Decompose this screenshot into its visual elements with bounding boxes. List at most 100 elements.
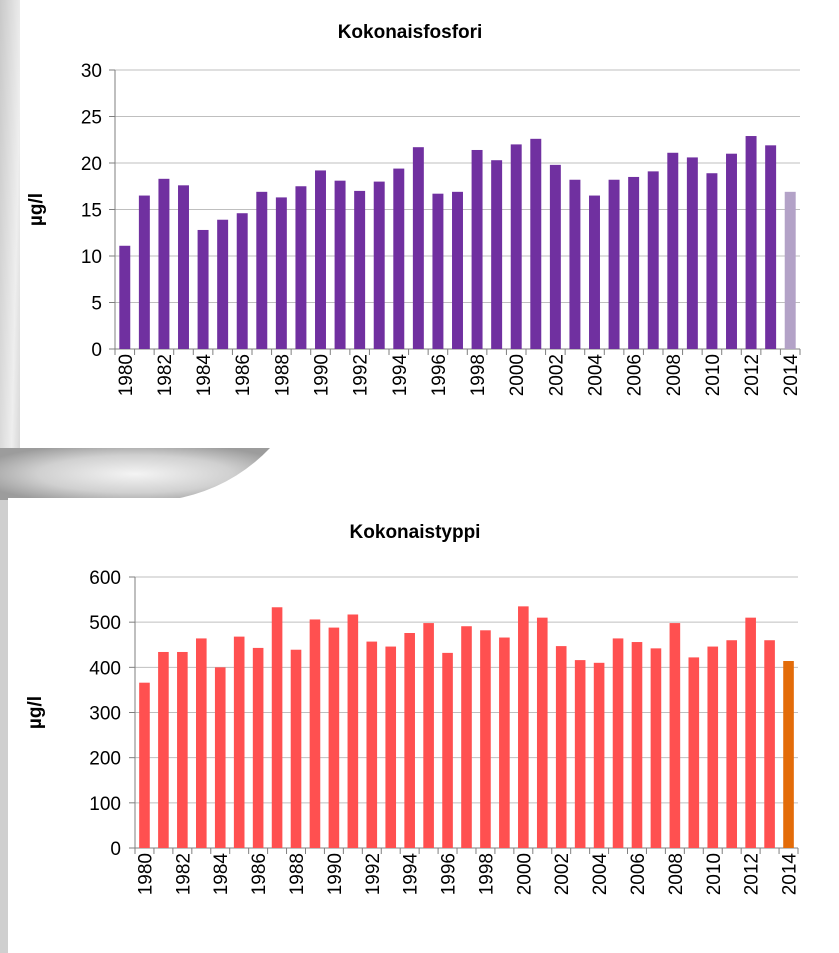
x-tick-label: 1996 [429, 354, 450, 396]
bar-2006 [628, 176, 640, 349]
phosphorus-chart: Kokonaisfosfori µg/l 0 5 10 15 20 25 30 1980 1982 1… [26, 22, 802, 397]
y-tick-label: 0 [110, 839, 121, 860]
x-tick-label: 2010 [703, 354, 724, 396]
y-tick-label: 30 [81, 61, 102, 82]
x-tick-label: 2002 [546, 354, 567, 396]
bar-2009 [686, 157, 698, 349]
x-tick-label: 2006 [628, 853, 649, 895]
bar-2010 [706, 173, 718, 349]
bar-2011 [726, 640, 738, 848]
bar-2014 [784, 191, 796, 349]
bar-2012 [745, 617, 756, 848]
bar-2007 [650, 648, 662, 848]
bar-1995 [412, 147, 424, 349]
bar-2000 [510, 144, 522, 349]
bar-1999 [491, 160, 503, 349]
bar-1995 [423, 623, 434, 848]
bar-1985 [233, 636, 245, 848]
bar-1983 [195, 638, 207, 848]
bar-2009 [688, 657, 700, 848]
x-tick-label: 1994 [390, 354, 411, 397]
bar-2001 [530, 138, 542, 349]
x-tick-label: 1980 [116, 354, 137, 396]
y-tick-label: 15 [81, 201, 102, 222]
y-tick-label: 500 [89, 613, 121, 634]
bar-1988 [290, 649, 302, 848]
bar-1992 [354, 190, 366, 349]
x-tick-label: 2014 [781, 354, 802, 397]
bar-2010 [707, 646, 719, 848]
bar-1987 [256, 191, 268, 349]
bar-2003 [569, 179, 581, 349]
bar-2002 [549, 164, 561, 349]
bar-2005 [608, 179, 620, 349]
x-tick-label: 2006 [625, 354, 646, 396]
y-axis-label: µg/l [26, 193, 47, 226]
y-tick-label: 25 [81, 108, 102, 129]
bar-2006 [631, 642, 643, 848]
x-tick-label: 2012 [742, 354, 763, 396]
bar-1982 [177, 651, 188, 848]
bar-2011 [726, 153, 737, 349]
bar-2008 [669, 623, 681, 848]
bar-2008 [667, 152, 679, 349]
bar-1986 [236, 213, 248, 349]
x-tick-label: 1984 [194, 354, 215, 397]
bar-1990 [328, 627, 340, 848]
x-tick-label: 1980 [135, 853, 156, 895]
bar-1999 [499, 637, 510, 848]
bar-1981 [158, 651, 169, 848]
x-tick-label: 2008 [666, 853, 687, 895]
x-tick-label: 2014 [780, 853, 801, 896]
x-tick-label: 1992 [351, 354, 372, 396]
bar-1989 [295, 186, 307, 349]
bar-2012 [745, 136, 757, 349]
phosphorus-chart-panel: Kokonaisfosfori µg/l 0 5 10 15 20 25 30 1980 1982 1… [20, 0, 839, 448]
x-tick-label: 1990 [325, 853, 346, 895]
x-tick-label: 1982 [173, 853, 194, 895]
bar-1981 [138, 195, 150, 349]
bar-1996 [442, 652, 453, 848]
bar-2002 [555, 646, 567, 848]
x-tick-label: 1998 [468, 354, 489, 396]
y-tick-label: 0 [91, 340, 102, 361]
bar-2000 [518, 606, 529, 848]
bar-2003 [574, 660, 586, 848]
x-tick-label: 2000 [514, 853, 535, 895]
bar-1994 [404, 633, 415, 848]
bar-2014 [783, 661, 794, 848]
x-tick-label: 2002 [552, 853, 573, 895]
bar-1998 [480, 630, 491, 848]
x-tick-label: 1986 [249, 853, 270, 895]
chart-title: Kokonaistyppi [350, 522, 481, 543]
bar-1984 [197, 229, 209, 349]
bar-1996 [432, 193, 444, 349]
x-tick-label: 1986 [233, 354, 254, 396]
x-tick-label: 2004 [590, 853, 611, 896]
x-tick-label: 1988 [287, 853, 308, 895]
bar-1982 [158, 178, 170, 349]
bar-1992 [366, 641, 378, 848]
x-tick-label: 1990 [312, 354, 333, 396]
bar-1989 [309, 619, 321, 848]
bar-1991 [334, 180, 346, 349]
bar-1997 [461, 626, 472, 848]
bar-1990 [315, 170, 326, 349]
bar-1983 [178, 185, 189, 349]
bar-1993 [385, 646, 397, 848]
x-tick-label: 1988 [272, 354, 293, 396]
bar-1994 [393, 168, 405, 349]
bar-2004 [589, 195, 600, 349]
y-axis-label: µg/l [25, 696, 46, 729]
bar-1986 [252, 647, 264, 848]
y-tick-label: 400 [89, 658, 121, 679]
nitrogen-chart-panel: Kokonaistyppi µg/l 0 100 200 300 400 500 600 1980… [8, 498, 839, 953]
bar-2005 [612, 638, 624, 848]
bar-1988 [275, 197, 287, 349]
x-tick-label: 2004 [586, 354, 607, 397]
chart-title: Kokonaisfosfori [338, 22, 483, 43]
y-tick-label: 5 [91, 294, 102, 315]
y-tick-label: 100 [89, 794, 121, 815]
x-tick-label: 1992 [363, 853, 384, 895]
